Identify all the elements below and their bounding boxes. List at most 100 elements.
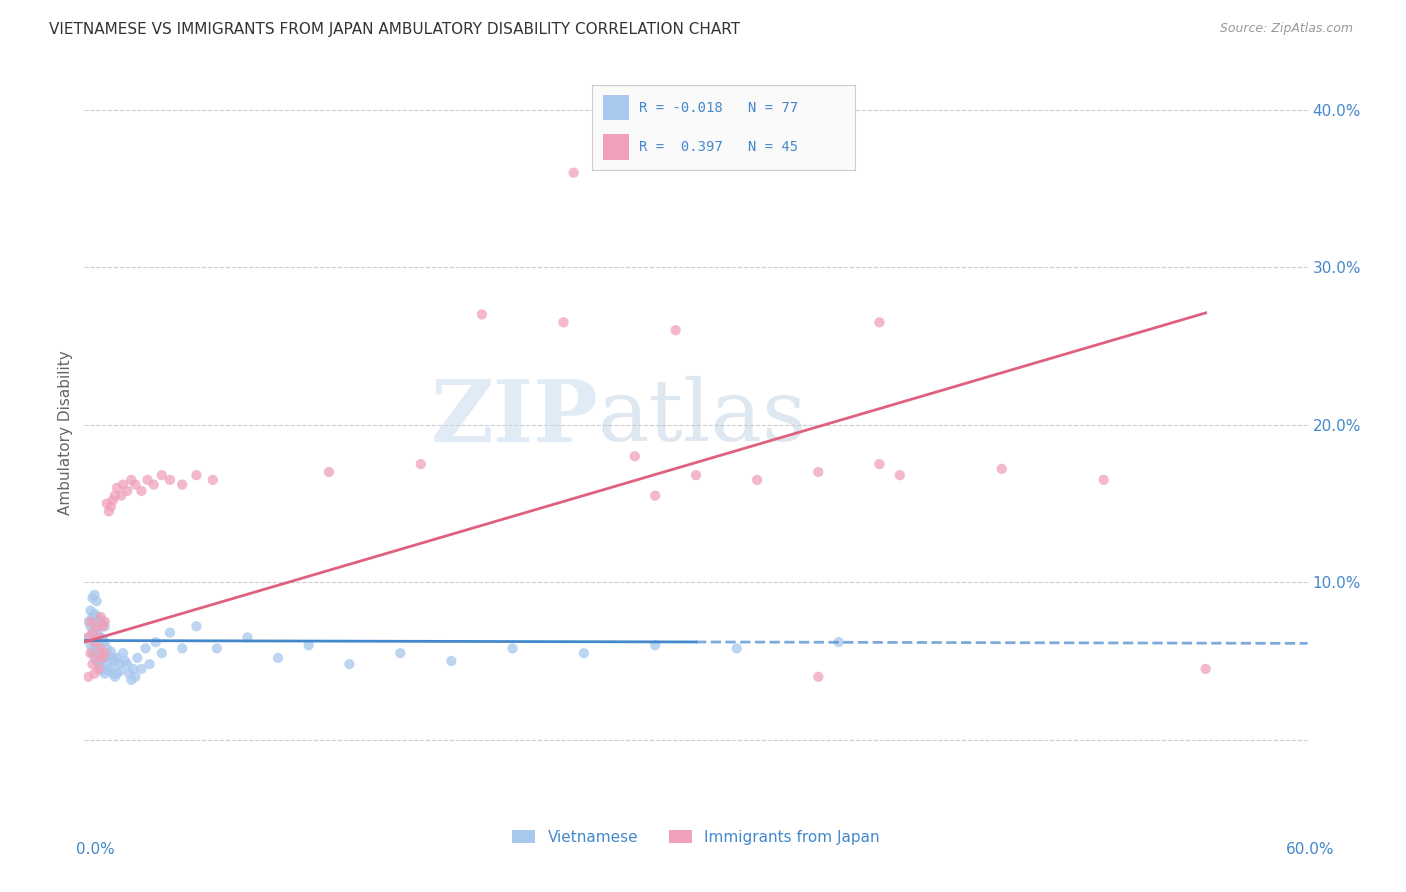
Point: [186, 619, 208, 633]
Point: [86, 651, 108, 665]
Point: [562, 166, 585, 180]
Point: [86, 619, 108, 633]
Point: [86, 625, 108, 640]
Point: [91, 619, 114, 633]
Point: [131, 483, 153, 498]
Point: [145, 635, 167, 649]
Point: [82, 591, 104, 605]
Point: [86, 641, 108, 656]
Point: [82, 610, 104, 624]
Point: [82, 657, 104, 672]
Point: [79, 638, 101, 652]
Point: [389, 646, 412, 660]
Point: [93, 651, 115, 665]
Point: [1092, 473, 1115, 487]
Point: [82, 646, 104, 660]
Point: [87, 631, 110, 645]
Point: [79, 615, 101, 629]
Point: [91, 632, 114, 646]
Point: [93, 635, 115, 649]
Point: [624, 449, 647, 463]
Point: [201, 473, 224, 487]
Point: [93, 666, 115, 681]
Point: [83, 666, 105, 681]
Point: [91, 664, 114, 678]
Point: [77, 631, 100, 645]
Point: [889, 468, 911, 483]
Point: [90, 660, 112, 674]
Point: [138, 657, 160, 672]
Point: [77, 615, 100, 629]
Point: [105, 651, 128, 665]
Point: [87, 644, 110, 658]
Point: [120, 473, 142, 487]
Point: [172, 477, 194, 491]
Point: [79, 646, 101, 660]
Point: [104, 654, 127, 668]
Point: [118, 666, 141, 681]
Point: [77, 670, 100, 684]
Point: [115, 657, 138, 672]
Point: [339, 657, 361, 672]
Point: [115, 483, 138, 498]
Point: [91, 616, 114, 631]
Point: [298, 638, 321, 652]
Point: [120, 673, 142, 687]
Point: [124, 477, 146, 491]
Point: [807, 465, 830, 479]
Point: [159, 625, 181, 640]
Point: [83, 588, 105, 602]
Point: [100, 644, 122, 658]
Point: [83, 623, 105, 637]
Text: Source: ZipAtlas.com: Source: ZipAtlas.com: [1219, 22, 1353, 36]
Point: [104, 670, 127, 684]
Point: [97, 664, 120, 678]
Point: [828, 635, 851, 649]
Point: [90, 610, 112, 624]
Point: [725, 641, 748, 656]
Point: [79, 619, 101, 633]
Point: [90, 646, 112, 660]
Point: [112, 477, 135, 491]
Point: [90, 615, 112, 629]
Point: [122, 662, 145, 676]
Point: [100, 500, 122, 514]
Point: [112, 646, 135, 660]
Point: [644, 638, 666, 652]
Point: [77, 631, 100, 645]
Point: [83, 607, 105, 621]
Text: 0.0%: 0.0%: [76, 842, 115, 856]
Legend: Vietnamese, Immigrants from Japan: Vietnamese, Immigrants from Japan: [506, 823, 886, 851]
Point: [87, 657, 110, 672]
Point: [186, 468, 208, 483]
Point: [101, 666, 124, 681]
Point: [87, 613, 110, 627]
Point: [82, 625, 104, 640]
Point: [685, 468, 707, 483]
Point: [131, 662, 153, 676]
Y-axis label: Ambulatory Disability: Ambulatory Disability: [58, 351, 73, 515]
Point: [142, 477, 165, 491]
Point: [318, 465, 340, 479]
Point: [93, 619, 115, 633]
Point: [572, 646, 595, 660]
Point: [96, 657, 118, 672]
Point: [91, 648, 114, 662]
Point: [135, 641, 157, 656]
Text: ZIP: ZIP: [430, 376, 598, 459]
Point: [82, 625, 104, 640]
Point: [83, 635, 105, 649]
Point: [100, 660, 122, 674]
Point: [105, 666, 128, 681]
Point: [869, 315, 891, 329]
Text: atlas: atlas: [598, 376, 807, 459]
Point: [90, 631, 112, 645]
Point: [97, 504, 120, 518]
Point: [553, 315, 575, 329]
Point: [83, 651, 105, 665]
Point: [96, 496, 118, 510]
Point: [108, 657, 131, 672]
Point: [409, 457, 432, 471]
Point: [150, 646, 173, 660]
Point: [502, 641, 524, 656]
